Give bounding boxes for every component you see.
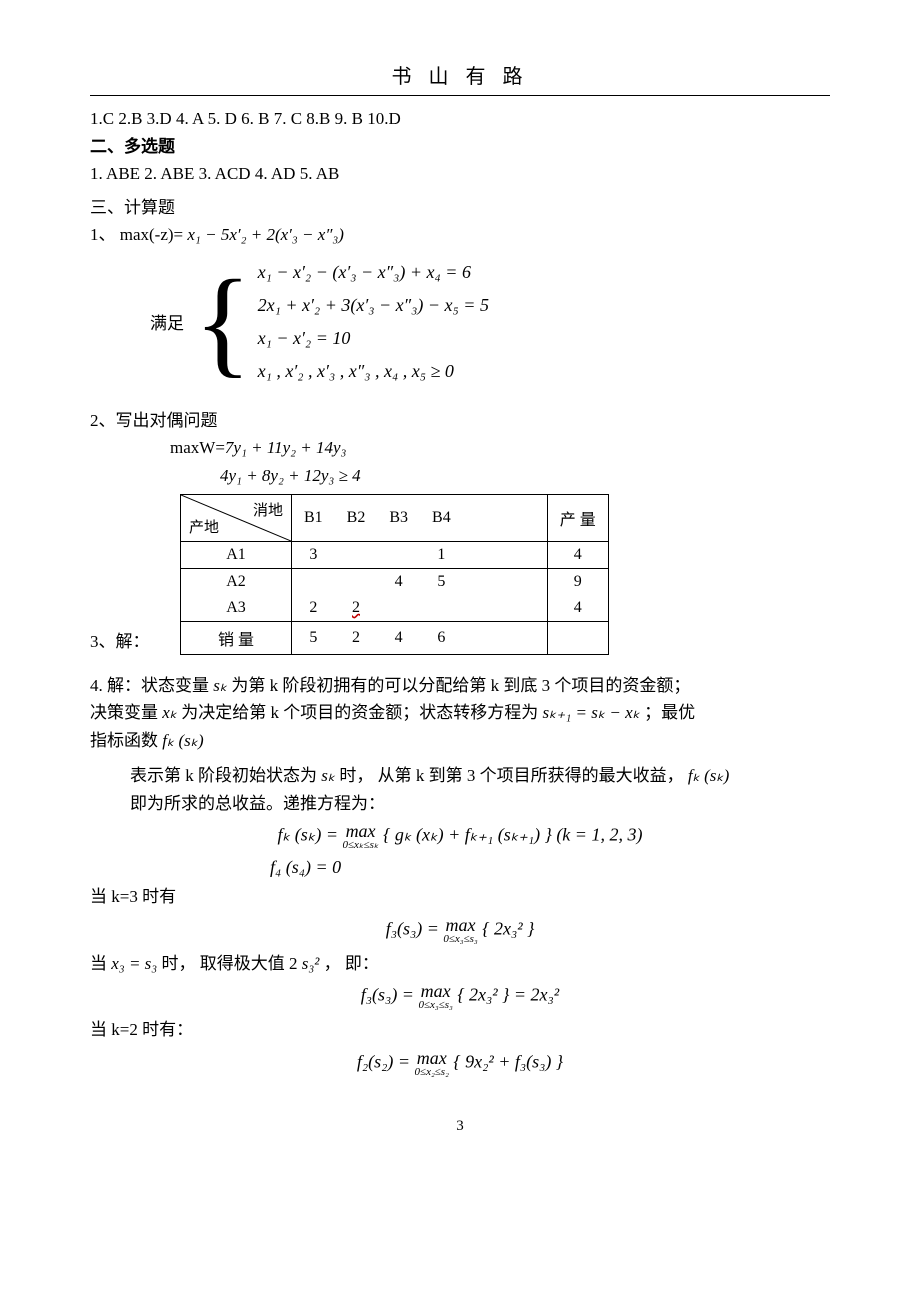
- q1-objective: 1、 max(-z)= x₁ − 5x′₂ + 2(x′₃ − x″₃): [90, 222, 830, 248]
- table-footer-row: 销 量 5 2 4 6: [181, 622, 609, 655]
- q4-p5: 即为所求的总收益。递推方程为：: [130, 791, 830, 817]
- col-b1: B1: [292, 495, 335, 542]
- q4-k3b: 当 x₃ = s₃ 时， 取得极大值 2 s₃² ， 即：: [90, 951, 830, 977]
- table-row: A1 3 1 4: [181, 542, 609, 569]
- wavy-cell: 2: [335, 595, 378, 622]
- q4-k2: 当 k=2 时有：: [90, 1017, 830, 1043]
- diag-header: 产地 消地: [181, 495, 292, 542]
- calc-heading: 三、计算题: [90, 195, 830, 221]
- left-brace-icon: {: [194, 268, 252, 376]
- page: 书 山 有 路 1.C 2.B 3.D 4. A 5. D 6. B 7. C …: [0, 0, 920, 1175]
- q1-c2: 2x₁ + x′₂ + 3(x′₃ − x″₃) − x₅ = 5: [258, 295, 489, 316]
- col-supply: 产 量: [547, 495, 608, 542]
- table-header-row: 产地 消地 B1 B2 B3 B4 产 量: [181, 495, 609, 542]
- q4-p4: 表示第 k 阶段初始状态为 sₖ 时， 从第 k 到第 3 个项目所获得的最大收…: [130, 763, 830, 789]
- table-row: A3 2 2 4: [181, 595, 609, 622]
- page-number: 3: [90, 1118, 830, 1135]
- q1-c1: x₁ − x′₂ − (x′₃ − x″₃) + x₄ = 6: [258, 262, 489, 283]
- multi-choice-answers: 1. ABE 2. ABE 3. ACD 4. AD 5. AB: [90, 161, 830, 187]
- q4-eq1: fₖ (sₖ) = max0≤xₖ≤sₖ { gₖ (xₖ) + fₖ₊₁ (s…: [90, 822, 830, 851]
- q4-eq3: f₃(s₃) = max0≤x₃≤s₃ { 2x₃² }: [90, 916, 830, 945]
- transport-table: 产地 消地 B1 B2 B3 B4 产 量 A1 3 1 4 A2: [180, 494, 609, 655]
- q4-p1: 4. 解：状态变量 sₖ 为第 k 阶段初拥有的可以分配给第 k 到底 3 个项…: [90, 673, 830, 699]
- q4-eq4: f₃(s₃) = max0≤x₃≤s₃ { 2x₃² } = 2x₃²: [90, 982, 830, 1011]
- q1-c3: x₁ − x′₂ = 10: [258, 328, 489, 349]
- q4-eq5: f₂(s₂) = max0≤x₂≤s₂ { 9x₂² + f₃(s₃) }: [90, 1049, 830, 1078]
- table-row: A2 4 5 9: [181, 569, 609, 596]
- single-choice-answers: 1.C 2.B 3.D 4. A 5. D 6. B 7. C 8.B 9. B…: [90, 106, 830, 132]
- q4-k3: 当 k=3 时有: [90, 884, 830, 910]
- q4-p2: 决策变量 xₖ 为决定给第 k 个项目的资金额；状态转移方程为 sₖ₊₁ = s…: [90, 700, 830, 726]
- q1-c4: x₁ , x′₂ , x′₃ , x″₃ , x₄ , x₅ ≥ 0: [258, 361, 489, 382]
- q2-objective: maxW=7y₁ + 11y₂ + 14y₃: [170, 435, 830, 461]
- col-b2: B2: [335, 495, 378, 542]
- multi-choice-heading: 二、多选题: [90, 134, 830, 160]
- col-b3: B3: [377, 495, 420, 542]
- col-b4: B4: [420, 495, 463, 542]
- q1-constraints: 满足 { x₁ − x′₂ − (x′₃ − x″₃) + x₄ = 6 2x₁…: [150, 250, 830, 394]
- q4-eq2: f₄ (s₄) = 0: [270, 857, 830, 878]
- divider: [90, 95, 830, 96]
- q2-title: 2、写出对偶问题: [90, 408, 830, 434]
- page-title: 书 山 有 路: [90, 60, 830, 89]
- q4-p3: 指标函数 fₖ (sₖ): [90, 728, 830, 754]
- q2-constraint-partial: 4y₁ + 8y₂ + 12y₃ ≥ 4: [220, 463, 830, 489]
